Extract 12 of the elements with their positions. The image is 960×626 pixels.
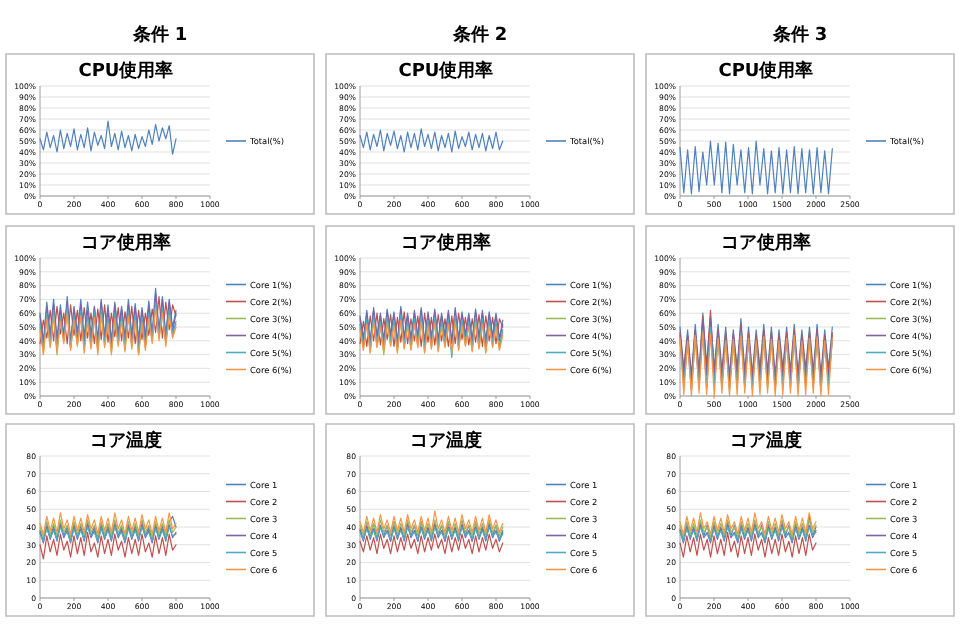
chart-title: 条件 2 xyxy=(450,24,508,46)
chart-subtitle: CPU使用率 xyxy=(398,60,494,82)
chart-title: コア温度 xyxy=(410,430,482,452)
chart-title: 条件 1 xyxy=(130,24,188,46)
chart-title: コア使用率 xyxy=(721,232,811,254)
chart-subtitle: CPU使用率 xyxy=(78,60,174,82)
chart-title: コア使用率 xyxy=(81,232,171,254)
chart-title: コア温度 xyxy=(90,430,162,452)
chart-title: コア温度 xyxy=(730,430,802,452)
chart-title: 条件 3 xyxy=(770,24,828,46)
chart-subtitle: CPU使用率 xyxy=(718,60,814,82)
chart-title: コア使用率 xyxy=(401,232,491,254)
